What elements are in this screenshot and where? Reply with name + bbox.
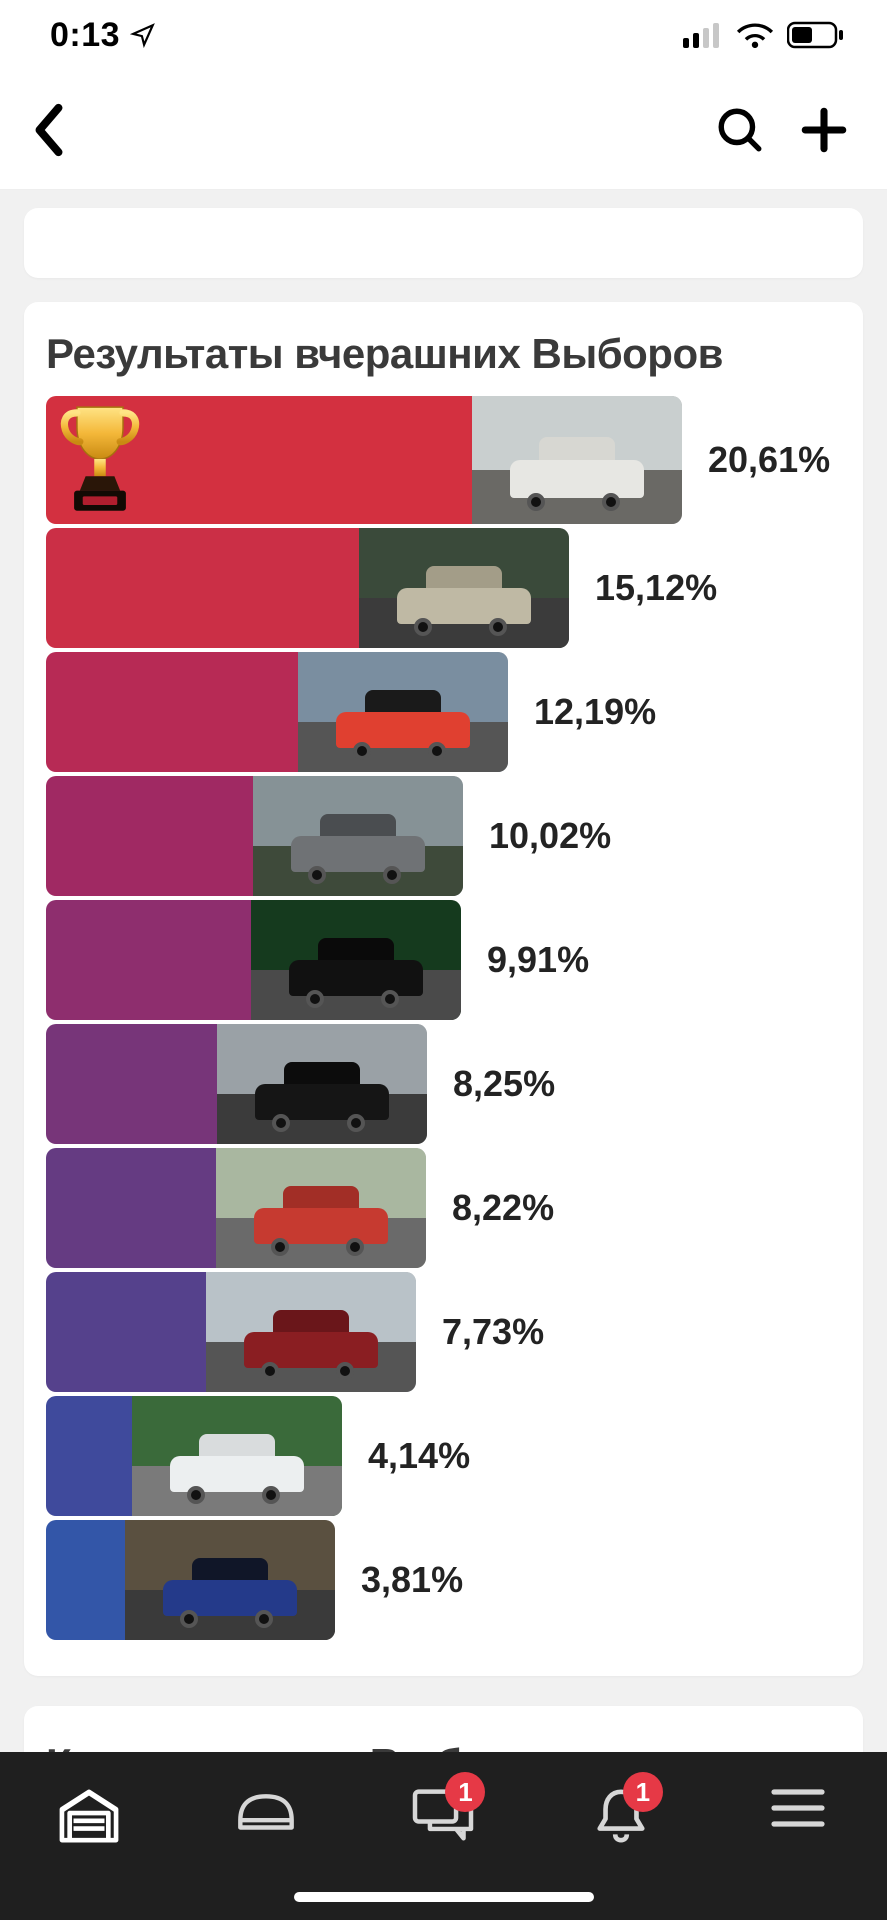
result-bar-color xyxy=(46,528,359,648)
status-time-text: 0:13 xyxy=(50,16,120,55)
search-icon xyxy=(715,105,765,155)
result-row[interactable]: 10,02% xyxy=(46,776,841,896)
results-title: Результаты вчерашних Выборов xyxy=(46,330,841,378)
result-percentage: 4,14% xyxy=(368,1435,470,1477)
result-thumbnail xyxy=(251,900,461,1020)
result-row[interactable]: 3,81% xyxy=(46,1520,841,1640)
tab-car[interactable] xyxy=(226,1786,306,1836)
result-percentage: 9,91% xyxy=(487,939,589,981)
result-bar-color xyxy=(46,900,251,1020)
results-card: Результаты вчерашних Выборов 20,61% 15,12… xyxy=(24,302,863,1676)
tab-messages[interactable]: 1 xyxy=(403,1786,483,1842)
result-row[interactable]: 12,19% xyxy=(46,652,841,772)
result-bar xyxy=(46,528,569,648)
previous-card-stub xyxy=(24,208,863,278)
result-bar xyxy=(46,652,508,772)
results-rows: 20,61% 15,12% 12,19% 10,02% 9,91% 8,25% 8,22% 7… xyxy=(46,396,841,1644)
chevron-left-icon xyxy=(30,101,68,159)
result-thumbnail xyxy=(472,396,682,524)
result-bar xyxy=(46,1520,335,1640)
back-button[interactable] xyxy=(30,101,68,159)
result-thumbnail xyxy=(206,1272,416,1392)
result-bar xyxy=(46,1024,427,1144)
result-bar xyxy=(46,776,463,896)
result-bar xyxy=(46,1148,426,1268)
tab-notifications[interactable]: 1 xyxy=(581,1786,661,1844)
result-percentage: 3,81% xyxy=(361,1559,463,1601)
result-row[interactable]: 8,22% xyxy=(46,1148,841,1268)
result-percentage: 10,02% xyxy=(489,815,611,857)
result-row[interactable]: 9,91% xyxy=(46,900,841,1020)
result-row[interactable]: 8,25% xyxy=(46,1024,841,1144)
result-row[interactable]: 15,12% xyxy=(46,528,841,648)
result-bar-color xyxy=(46,1024,217,1144)
messages-badge: 1 xyxy=(445,1772,485,1812)
result-percentage: 15,12% xyxy=(595,567,717,609)
result-percentage: 12,19% xyxy=(534,691,656,733)
hamburger-menu-icon xyxy=(770,1786,826,1830)
bottom-tab-bar: 1 1 xyxy=(0,1752,887,1920)
location-arrow-icon xyxy=(130,22,156,48)
result-bar xyxy=(46,1396,342,1516)
result-bar xyxy=(46,1272,416,1392)
result-thumbnail xyxy=(253,776,463,896)
top-nav-bar xyxy=(0,70,887,190)
search-button[interactable] xyxy=(715,105,765,155)
trophy-icon xyxy=(56,399,144,522)
result-bar-color xyxy=(46,1520,125,1640)
add-button[interactable] xyxy=(799,105,849,155)
result-thumbnail xyxy=(216,1148,426,1268)
result-row[interactable]: 7,73% xyxy=(46,1272,841,1392)
plus-icon xyxy=(799,105,849,155)
car-icon xyxy=(233,1786,299,1836)
result-percentage: 8,22% xyxy=(452,1187,554,1229)
battery-icon xyxy=(787,21,845,49)
result-thumbnail xyxy=(298,652,508,772)
result-row[interactable]: 20,61% xyxy=(46,396,841,524)
status-bar: 0:13 xyxy=(0,0,887,70)
result-percentage: 7,73% xyxy=(442,1311,544,1353)
result-thumbnail xyxy=(125,1520,335,1640)
result-bar-color xyxy=(46,1272,206,1392)
status-right-icons xyxy=(683,21,845,49)
tab-menu[interactable] xyxy=(758,1786,838,1830)
result-thumbnail xyxy=(359,528,569,648)
result-thumbnail xyxy=(132,1396,342,1516)
wifi-icon xyxy=(737,22,773,48)
page-content: Результаты вчерашних Выборов 20,61% 15,12… xyxy=(0,208,887,1816)
notifications-badge: 1 xyxy=(623,1772,663,1812)
result-bar-color xyxy=(46,1396,132,1516)
home-indicator[interactable] xyxy=(294,1892,594,1902)
result-bar-color xyxy=(46,652,298,772)
result-thumbnail xyxy=(217,1024,427,1144)
result-row[interactable]: 4,14% xyxy=(46,1396,841,1516)
result-bar-color xyxy=(46,1148,216,1268)
result-percentage: 20,61% xyxy=(708,439,830,481)
cellular-signal-icon xyxy=(683,22,723,48)
result-bar-color xyxy=(46,776,253,896)
result-percentage: 8,25% xyxy=(453,1063,555,1105)
tab-garage[interactable] xyxy=(49,1786,129,1844)
result-bar xyxy=(46,900,461,1020)
garage-icon xyxy=(58,1786,120,1844)
status-time: 0:13 xyxy=(50,16,156,55)
